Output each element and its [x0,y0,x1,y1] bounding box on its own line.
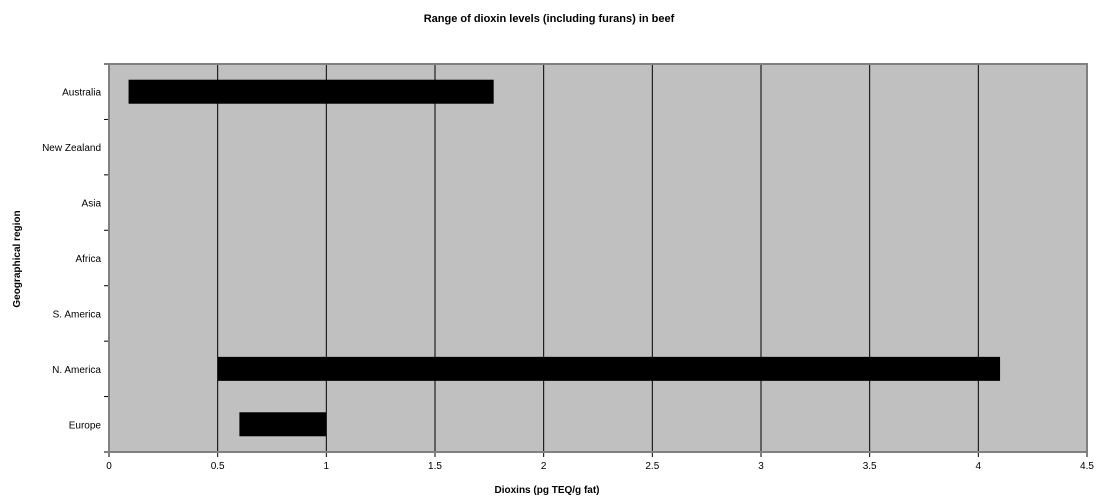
y-tick-label: S. America [53,309,102,320]
x-axis: 0 0.5 1 1.5 2 2.5 3 3.5 4 4.5 [106,451,1094,472]
plot-area [109,64,1087,452]
y-tick-label: Africa [75,254,101,265]
x-tick-label: 1 [324,461,330,472]
plot-frame [108,63,1088,453]
x-tick-label: 4.5 [1080,461,1094,472]
x-tick-label: 2 [541,461,547,472]
x-tick-label: 4 [976,461,982,472]
x-tick-label: 2.5 [645,461,659,472]
x-axis-title: Dioxins (pg TEQ/g fat) [495,485,600,496]
y-axis: Australia New Zealand Asia Africa S. America… [42,63,110,453]
y-tick-label: N. America [52,365,101,376]
bar-n-america [217,356,1001,381]
chart-title: Range of dioxin levels (including furans… [424,13,675,25]
bar-australia [128,79,494,104]
y-axis-title: Geographical region [12,210,23,307]
x-tick-label: 0.5 [211,461,225,472]
x-tick-label: 0 [106,461,112,472]
x-tick-label: 3.5 [863,461,877,472]
bars [128,79,1001,437]
x-tick-label: 3 [758,461,764,472]
y-tick-label: New Zealand [42,143,101,154]
gridlines [217,64,979,452]
bar-europe [239,412,327,437]
x-tick-label: 1.5 [428,461,442,472]
y-tick-label: Australia [62,88,101,99]
y-tick-label: Asia [82,199,102,210]
y-tick-label: Europe [69,420,102,431]
